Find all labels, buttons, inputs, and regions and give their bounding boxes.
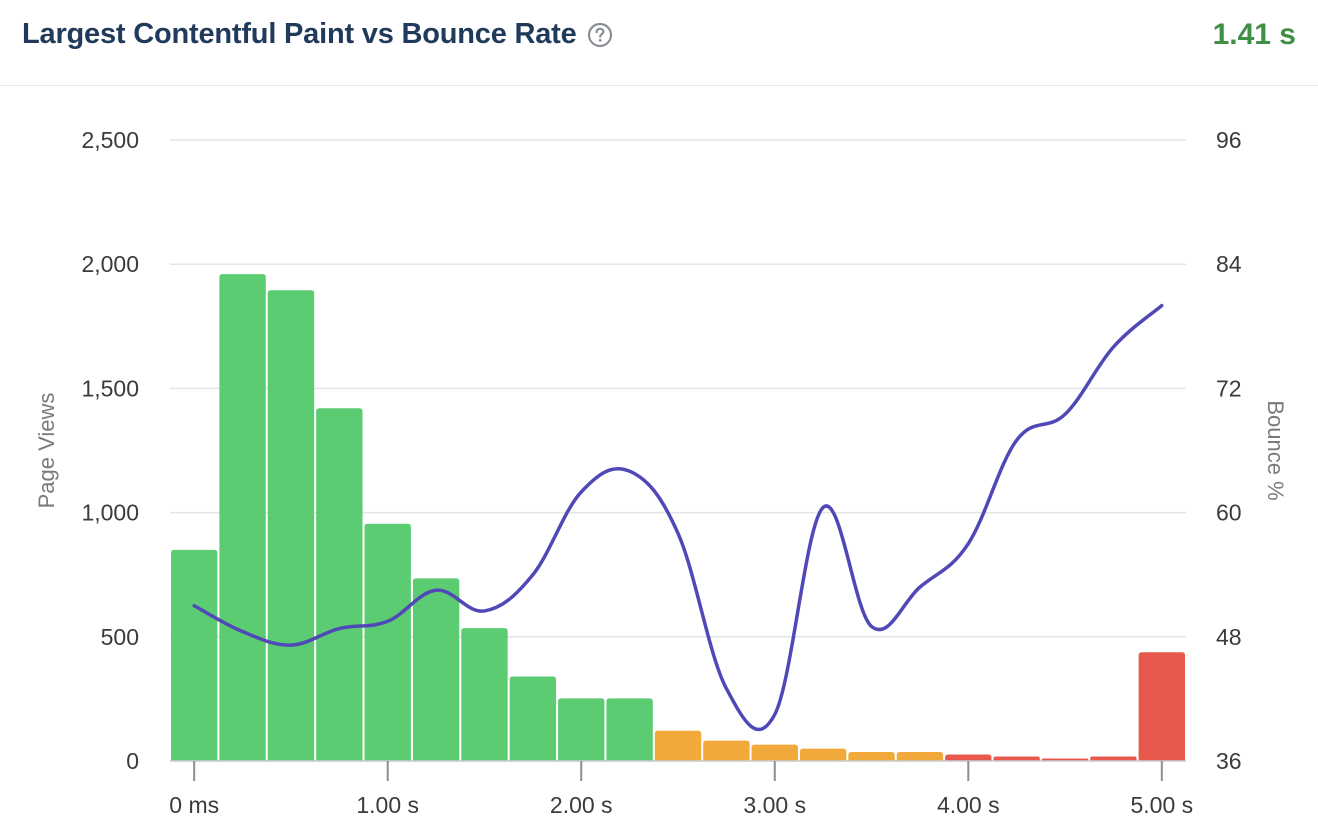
y-tick-label: 500 [101, 624, 139, 650]
metric-value: 1.41 s [1212, 18, 1296, 51]
bar[interactable] [799, 748, 847, 761]
widget-title: Largest Contentful Paint vs Bounce Rate [22, 18, 577, 50]
bar[interactable] [171, 549, 218, 761]
y2-tick-label: 36 [1216, 748, 1242, 774]
bar[interactable] [751, 744, 798, 761]
bar[interactable] [945, 754, 992, 761]
bar[interactable] [461, 628, 508, 761]
y2-tick-label: 96 [1216, 127, 1242, 153]
y2-tick-label: 72 [1216, 375, 1242, 401]
x-tick-label: 2.00 s [550, 792, 613, 818]
bar[interactable] [412, 578, 460, 761]
widget-title-group: Largest Contentful Paint vs Bounce Rate [22, 18, 613, 51]
y2-tick-label: 48 [1216, 624, 1242, 650]
x-tick-label: 0 ms [169, 792, 219, 818]
bar[interactable] [558, 698, 605, 761]
y-tick-label: 1,000 [81, 500, 139, 526]
bar[interactable] [848, 752, 895, 761]
x-axis: 0 ms 1.00 s 2.00 s 3.00 s 4.00 s 5.00 s [169, 760, 1193, 818]
bar[interactable] [993, 756, 1040, 761]
y2-axis-title: Bounce % [1263, 400, 1288, 500]
y-axis-right: 36 48 60 72 84 96 [1216, 127, 1242, 774]
bar-series [171, 274, 1185, 761]
bar[interactable] [703, 740, 750, 761]
y2-tick-label: 84 [1216, 251, 1242, 277]
bounce-line-series [192, 303, 1164, 732]
y-axis-title: Page Views [34, 393, 59, 509]
x-tick-label: 5.00 s [1130, 792, 1193, 818]
y-tick-label: 2,000 [81, 251, 139, 277]
y2-tick-label: 60 [1216, 500, 1242, 526]
bar[interactable] [896, 752, 944, 761]
y-axis-left: 0 500 1,000 1,500 2,000 2,500 [81, 127, 139, 774]
question-circle-icon[interactable] [587, 22, 613, 48]
bar[interactable] [509, 676, 557, 761]
bar[interactable] [1090, 756, 1137, 761]
bar[interactable] [316, 408, 363, 761]
bar[interactable] [267, 290, 315, 761]
x-tick-label: 1.00 s [356, 792, 419, 818]
widget-header: Largest Contentful Paint vs Bounce Rate … [0, 0, 1318, 86]
x-tick-label: 3.00 s [743, 792, 806, 818]
x-tick-label: 4.00 s [937, 792, 1000, 818]
bar[interactable] [364, 523, 411, 761]
y-tick-label: 2,500 [81, 127, 139, 153]
bar[interactable] [1138, 652, 1185, 761]
y-tick-label: 1,500 [81, 375, 139, 401]
bar[interactable] [654, 730, 702, 761]
bar[interactable] [606, 698, 653, 761]
bar[interactable] [219, 274, 266, 761]
y-tick-label: 0 [126, 748, 139, 774]
bounce-line[interactable] [192, 303, 1164, 732]
lcp-chart: 0 ms 1.00 s 2.00 s 3.00 s 4.00 s 5.00 s 0 500 1… [34, 127, 1288, 818]
